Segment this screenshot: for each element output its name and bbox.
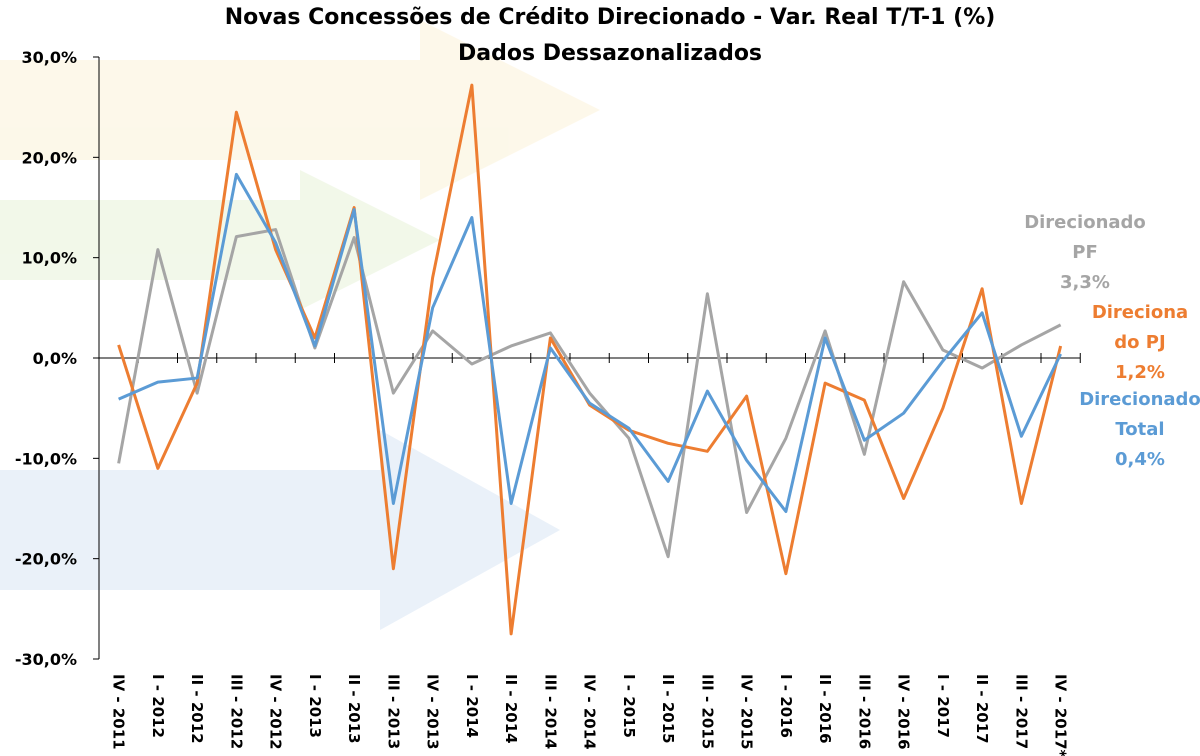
x-tick-label: I - 2012 — [149, 674, 167, 738]
x-tick-label: III - 2012 — [227, 674, 245, 749]
y-tick-label: 30,0% — [21, 48, 77, 67]
x-tick-label: I - 2013 — [306, 674, 324, 738]
x-tick-label: IV - 2016 — [895, 674, 913, 750]
y-tick-label: -30,0% — [15, 650, 77, 669]
x-tick-label: I - 2016 — [777, 674, 795, 738]
x-tick-label: II - 2013 — [345, 674, 363, 744]
series-label: do PJ — [1114, 332, 1165, 353]
series-label: Direcionado — [1024, 212, 1146, 233]
x-tick-label: IV - 2011 — [110, 674, 128, 750]
x-tick-label: I - 2015 — [620, 674, 638, 738]
x-tick-label: II - 2017 — [973, 674, 991, 744]
x-tick-label: II - 2014 — [502, 674, 520, 744]
series-end-label: 0,4% — [1115, 449, 1165, 470]
y-tick-label: 10,0% — [21, 249, 77, 268]
x-tick-label: IV - 2014 — [581, 674, 599, 750]
chart-subtitle: Dados Dessazonalizados — [458, 41, 762, 66]
series-label: PF — [1072, 242, 1098, 263]
chart: Novas Concessões de Crédito Direcionado … — [0, 0, 1200, 756]
x-tick-label: IV - 2015 — [738, 674, 756, 750]
x-tick-label: II - 2015 — [659, 674, 677, 744]
x-tick-label: III - 2015 — [698, 674, 716, 749]
y-tick-label: -10,0% — [15, 449, 77, 468]
background-decoration — [0, 20, 600, 630]
x-tick-label: I - 2014 — [463, 674, 481, 738]
y-tick-label: 0,0% — [33, 349, 77, 368]
x-tick-label: I - 2017 — [934, 674, 952, 738]
y-tick-label: 20,0% — [21, 148, 77, 167]
x-tick-label: IV - 2013 — [424, 674, 442, 750]
y-tick-label: -20,0% — [15, 550, 77, 569]
x-tick-label: III - 2017 — [1012, 674, 1030, 749]
x-tick-label: IV - 2012 — [267, 674, 285, 750]
series-label: Direciona — [1092, 302, 1188, 323]
x-tick-label: II - 2012 — [188, 674, 206, 744]
x-tick-label: IV - 2017* — [1052, 674, 1070, 756]
chart-title: Novas Concessões de Crédito Direcionado … — [225, 5, 996, 30]
series-end-label: 1,2% — [1115, 362, 1165, 383]
series-label: Total — [1115, 419, 1164, 440]
x-tick-label: III - 2016 — [855, 674, 873, 749]
series-label: Direcionado — [1079, 389, 1200, 410]
series-end-label: 3,3% — [1060, 272, 1110, 293]
x-tick-label: III - 2013 — [384, 674, 402, 749]
x-tick-label: III - 2014 — [541, 674, 559, 749]
x-tick-label: II - 2016 — [816, 674, 834, 744]
